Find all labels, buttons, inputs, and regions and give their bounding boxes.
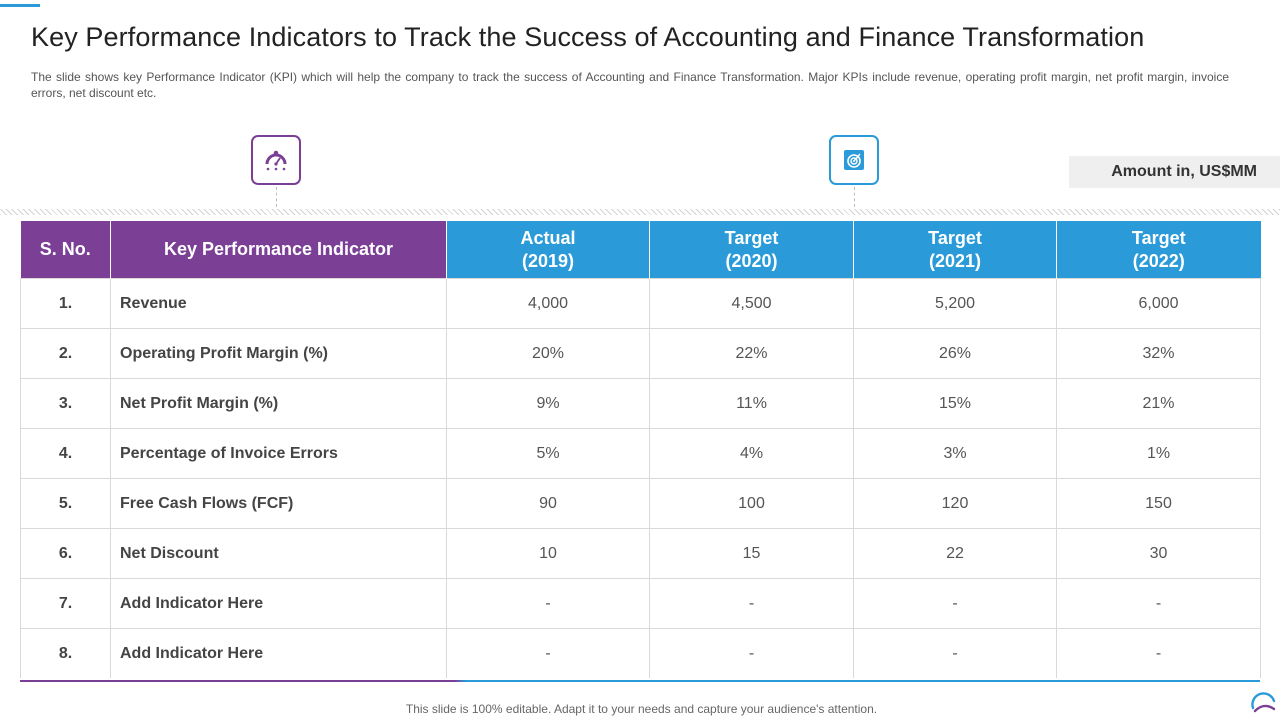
cell-target-2020: 100 (649, 478, 854, 529)
footer-note: This slide is 100% editable. Adapt it to… (405, 702, 878, 716)
header-target-2021: Target (2021) (853, 221, 1057, 279)
table-header-row: S. No. Key Performance Indicator Actual(… (20, 221, 1261, 279)
cell-target-2021: 5,200 (853, 278, 1057, 329)
cell-target-2021: - (853, 578, 1057, 629)
cell-target-2020: 15 (649, 528, 854, 579)
kpi-table: S. No. Key Performance Indicator Actual(… (20, 221, 1261, 678)
row-kpi: Net Profit Margin (%) (110, 378, 447, 429)
cell-target-2021: - (853, 628, 1057, 678)
table-row: 4. Percentage of Invoice Errors 5% 4% 3%… (20, 428, 1261, 479)
row-kpi: Add Indicator Here (110, 628, 447, 678)
page-subtitle: The slide shows key Performance Indicato… (31, 70, 1229, 100)
table-row: 6. Net Discount 10 15 22 30 (20, 528, 1261, 579)
cell-actual-2019: - (446, 578, 650, 629)
title-accent-bar (0, 4, 40, 7)
cell-target-2022: 150 (1056, 478, 1261, 529)
header-actual-2019: Actual (2019) (446, 221, 650, 279)
table-bottom-rule (20, 680, 1260, 682)
table-row: 5. Free Cash Flows (FCF) 90 100 120 150 (20, 478, 1261, 529)
row-kpi: Free Cash Flows (FCF) (110, 478, 447, 529)
cell-target-2022: 32% (1056, 328, 1261, 379)
cell-target-2022: 21% (1056, 378, 1261, 429)
cell-target-2021: 26% (853, 328, 1057, 379)
header-sno: S. No. (20, 221, 111, 279)
row-kpi: Net Discount (110, 528, 447, 579)
hatched-divider (0, 209, 1280, 215)
cell-actual-2019: 9% (446, 378, 650, 429)
cell-target-2021: 3% (853, 428, 1057, 479)
target-icon (829, 135, 879, 185)
table-row: 7. Add Indicator Here - - - - (20, 578, 1261, 629)
table-row: 3. Net Profit Margin (%) 9% 11% 15% 21% (20, 378, 1261, 429)
cell-target-2020: 22% (649, 328, 854, 379)
cell-actual-2019: 20% (446, 328, 650, 379)
cell-target-2022: 1% (1056, 428, 1261, 479)
row-kpi: Add Indicator Here (110, 578, 447, 629)
row-sno: 4. (20, 428, 111, 479)
header-target-2022: Target (2022) (1056, 221, 1261, 279)
cell-target-2020: - (649, 578, 854, 629)
row-sno: 7. (20, 578, 111, 629)
row-sno: 1. (20, 278, 111, 329)
table-row: 1. Revenue 4,000 4,500 5,200 6,000 (20, 278, 1261, 329)
cell-target-2021: 15% (853, 378, 1057, 429)
page-title: Key Performance Indicators to Track the … (31, 22, 1145, 52)
cell-actual-2019: 90 (446, 478, 650, 529)
cell-target-2021: 22 (853, 528, 1057, 579)
row-sno: 2. (20, 328, 111, 379)
row-sno: 5. (20, 478, 111, 529)
cell-target-2021: 120 (853, 478, 1057, 529)
header-kpi: Key Performance Indicator (110, 221, 447, 279)
performance-gauge-icon (251, 135, 301, 185)
row-sno: 3. (20, 378, 111, 429)
row-sno: 6. (20, 528, 111, 579)
amount-unit-label: Amount in, US$MM (1069, 156, 1280, 188)
row-kpi: Revenue (110, 278, 447, 329)
header-target-2020: Target (2020) (649, 221, 854, 279)
icon-connector (854, 187, 855, 207)
row-kpi: Percentage of Invoice Errors (110, 428, 447, 479)
cell-target-2020: 4,500 (649, 278, 854, 329)
cell-target-2020: 11% (649, 378, 854, 429)
table-row: 2. Operating Profit Margin (%) 20% 22% 2… (20, 328, 1261, 379)
table-row: 8. Add Indicator Here - - - - (20, 628, 1261, 678)
row-sno: 8. (20, 628, 111, 678)
corner-logo-icon (1251, 692, 1276, 713)
icon-connector (276, 187, 277, 207)
row-kpi: Operating Profit Margin (%) (110, 328, 447, 379)
cell-actual-2019: 10 (446, 528, 650, 579)
cell-target-2020: 4% (649, 428, 854, 479)
cell-target-2022: - (1056, 628, 1261, 678)
cell-target-2022: 6,000 (1056, 278, 1261, 329)
cell-actual-2019: 4,000 (446, 278, 650, 329)
cell-actual-2019: - (446, 628, 650, 678)
cell-actual-2019: 5% (446, 428, 650, 479)
cell-target-2022: - (1056, 578, 1261, 629)
cell-target-2020: - (649, 628, 854, 678)
cell-target-2022: 30 (1056, 528, 1261, 579)
